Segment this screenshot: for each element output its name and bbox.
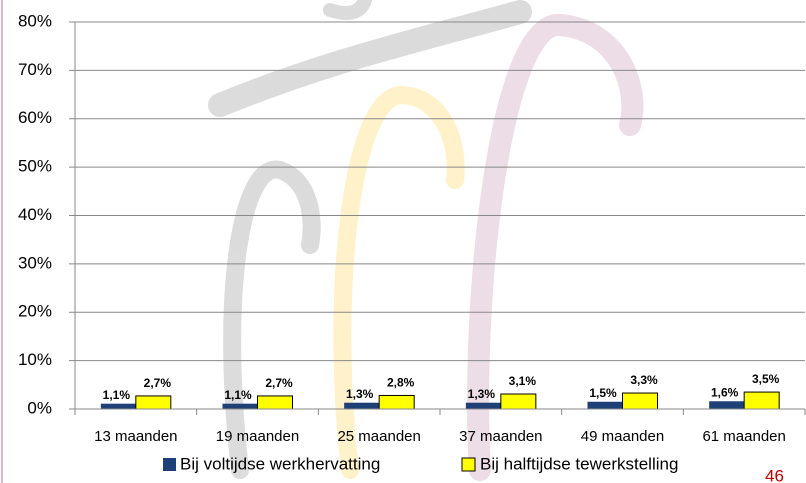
bar <box>135 395 172 410</box>
legend-label: Bij voltijdse werkhervatting <box>180 454 380 473</box>
bar <box>709 401 745 409</box>
value-label: 2,7% <box>144 376 172 390</box>
bar <box>622 392 658 410</box>
plot-area: 0% 10% 20% 30% 40% 50% 60% 70% 80% 13 maanden 1,1%… <box>18 11 806 445</box>
legend-swatch <box>461 457 476 472</box>
y-tick-label: 40% <box>18 205 52 224</box>
x-tick-label: 13 maanden <box>94 428 177 445</box>
legend-swatch <box>163 458 176 471</box>
x-tick-label: 19 maanden <box>216 428 299 445</box>
bar <box>500 393 537 410</box>
value-label: 3,1% <box>509 374 537 388</box>
background-decoration <box>208 0 644 481</box>
y-tick-label: 60% <box>18 108 52 127</box>
y-tick-label: 10% <box>18 350 52 369</box>
bar <box>587 401 623 409</box>
bar <box>378 394 415 410</box>
value-label: 1,3% <box>468 387 496 401</box>
x-tick-label: 25 maanden <box>337 428 420 445</box>
value-label: 1,5% <box>589 386 617 400</box>
bar <box>465 402 501 409</box>
value-label: 1,1% <box>224 388 252 402</box>
legend-label: Bij halftijdse tewerkstelling <box>480 454 678 473</box>
x-tick-label: 37 maanden <box>459 428 542 445</box>
y-tick-label: 70% <box>18 60 52 79</box>
y-tick-label: 50% <box>18 157 52 176</box>
bar <box>100 403 136 409</box>
value-label: 2,8% <box>387 376 415 390</box>
value-label: 1,1% <box>103 388 131 402</box>
x-tick-label: 61 maanden <box>702 428 785 445</box>
value-label: 3,5% <box>752 372 780 386</box>
bar <box>257 395 293 410</box>
y-tick-label: 80% <box>18 11 52 30</box>
y-tick-label: 0% <box>27 398 52 417</box>
y-tick-label: 20% <box>18 302 52 321</box>
bar <box>344 402 380 409</box>
value-label: 2,7% <box>265 376 293 390</box>
value-label: 1,6% <box>711 385 739 399</box>
page-number: 46 <box>765 466 784 483</box>
bar <box>743 391 780 410</box>
value-label: 1,3% <box>346 387 374 401</box>
y-tick-label: 30% <box>18 253 52 272</box>
bar <box>222 403 258 409</box>
x-tick-label: 49 maanden <box>581 428 664 445</box>
value-label: 3,3% <box>630 373 658 387</box>
